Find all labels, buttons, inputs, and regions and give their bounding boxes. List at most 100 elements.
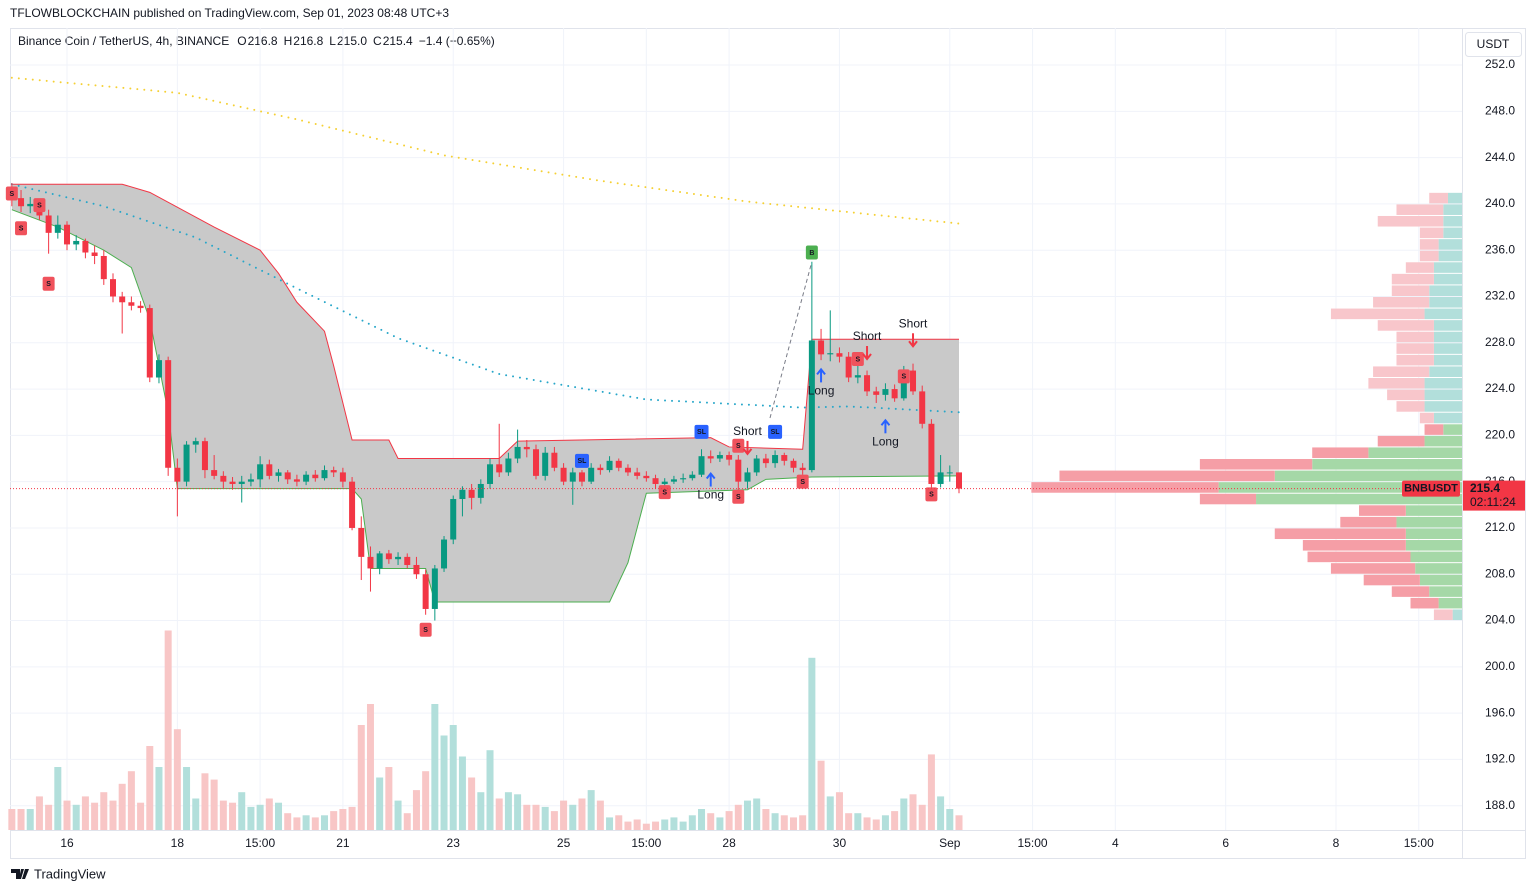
volume-bar bbox=[523, 804, 531, 830]
volume-bar bbox=[541, 806, 549, 830]
candle-body bbox=[404, 556, 411, 565]
signal-badge bbox=[925, 487, 938, 502]
volume-bar bbox=[606, 817, 614, 830]
candle-body bbox=[441, 539, 448, 569]
volume-bar bbox=[330, 811, 338, 830]
legend-h: H bbox=[284, 34, 293, 48]
candle-body bbox=[854, 375, 861, 378]
candle-body bbox=[431, 568, 438, 609]
volume-bar bbox=[183, 767, 191, 830]
candle-body bbox=[413, 564, 420, 575]
profile-down-bar bbox=[1363, 574, 1420, 586]
volume-bar bbox=[872, 819, 880, 830]
candle-body bbox=[73, 240, 80, 245]
profile-down-bar bbox=[1396, 331, 1434, 343]
legend-open: 216.8 bbox=[248, 34, 278, 48]
candle-body bbox=[606, 460, 613, 471]
volume-bar bbox=[63, 800, 71, 830]
volume-bar bbox=[477, 792, 485, 830]
volume-bar bbox=[100, 792, 108, 830]
candle-body bbox=[919, 391, 926, 424]
volume-bar bbox=[265, 798, 273, 830]
profile-up-bar bbox=[1452, 609, 1462, 621]
plot-area: Binance Coin / TetherUS, 4h, BINANCE O 216… bbox=[5, 28, 1462, 830]
volume-bar bbox=[376, 777, 384, 830]
profile-up-bar bbox=[1433, 320, 1462, 331]
x-tick-label: 23 bbox=[447, 836, 461, 850]
legend-o: O bbox=[237, 34, 246, 48]
candle-body bbox=[303, 474, 310, 482]
profile-up-bar bbox=[1433, 262, 1462, 273]
signal-badge bbox=[732, 438, 745, 453]
candle-body bbox=[578, 472, 585, 482]
y-tick-label: 244.0 bbox=[1485, 150, 1515, 164]
volume-bar bbox=[900, 798, 908, 830]
currency-button[interactable] bbox=[1465, 32, 1522, 57]
profile-up-bar bbox=[1405, 528, 1462, 540]
candle-body bbox=[597, 467, 604, 471]
volume-bar bbox=[357, 725, 365, 830]
candle-body bbox=[109, 279, 116, 297]
profile-down-bar bbox=[1419, 250, 1439, 262]
profile-up-bar bbox=[1433, 273, 1462, 285]
profile-up-bar bbox=[1419, 574, 1462, 586]
volume-bar bbox=[118, 783, 126, 830]
volume-bar bbox=[247, 806, 255, 830]
candle-body bbox=[882, 389, 889, 395]
logo-mark bbox=[11, 869, 29, 879]
signal-label: S bbox=[929, 492, 934, 499]
volume-bar bbox=[532, 804, 540, 830]
candle-body bbox=[836, 353, 843, 357]
candle-body bbox=[928, 423, 935, 484]
profile-up-bar bbox=[1447, 192, 1462, 204]
profile-down-bar bbox=[1274, 528, 1406, 540]
volume-bar bbox=[320, 815, 328, 830]
profile-down-bar bbox=[1373, 296, 1430, 308]
volume-bar bbox=[596, 800, 604, 830]
candle-body bbox=[744, 472, 751, 482]
y-tick-label: 228.0 bbox=[1485, 335, 1515, 349]
x-tick-label: 18 bbox=[171, 836, 185, 850]
annotation-label: Long bbox=[808, 384, 835, 398]
annotation-arrowhead bbox=[862, 353, 872, 361]
volume-bar bbox=[146, 746, 154, 830]
volume-bar bbox=[127, 771, 135, 830]
candle-body bbox=[726, 455, 733, 460]
volume-bar bbox=[891, 811, 899, 830]
profile-up-bar bbox=[1443, 227, 1462, 239]
volume-bar bbox=[35, 796, 43, 830]
volume-bar bbox=[927, 754, 935, 830]
candle-body bbox=[891, 389, 898, 399]
candle-body bbox=[45, 215, 52, 233]
volume-bar bbox=[440, 735, 448, 830]
signal-label: S bbox=[800, 479, 805, 486]
x-tick-label: 15:00 bbox=[1018, 836, 1048, 850]
profile-up-bar bbox=[1429, 285, 1462, 296]
profile-down-bar bbox=[1419, 412, 1434, 424]
candle-body bbox=[450, 499, 457, 540]
tradingview-logo bbox=[11, 869, 29, 879]
volume-bar bbox=[716, 817, 724, 830]
profile-up-bar bbox=[1424, 378, 1462, 389]
signal-badge bbox=[15, 221, 28, 236]
volume-bar bbox=[229, 802, 237, 830]
volume-bar bbox=[937, 796, 945, 830]
profile-down-bar bbox=[1396, 204, 1444, 215]
signal-badge bbox=[768, 424, 783, 439]
candle-body bbox=[82, 240, 89, 253]
profile-down-bar bbox=[1368, 378, 1425, 389]
y-tick-label: 208.0 bbox=[1485, 566, 1515, 580]
profile-up-bar bbox=[1405, 505, 1462, 516]
volume-bar bbox=[275, 802, 283, 830]
x-tick-label: 15:00 bbox=[245, 836, 275, 850]
volume-bar bbox=[946, 809, 954, 830]
x-tick-label: 21 bbox=[336, 836, 350, 850]
profile-down-bar bbox=[1307, 551, 1411, 563]
x-tick-label: 25 bbox=[557, 836, 571, 850]
candle-body bbox=[799, 467, 806, 471]
volume-bar bbox=[569, 804, 577, 830]
volume-bar bbox=[863, 817, 871, 830]
candle-body bbox=[670, 479, 677, 482]
y-tick-label: 248.0 bbox=[1485, 103, 1515, 117]
profile-up-bar bbox=[1405, 540, 1462, 551]
